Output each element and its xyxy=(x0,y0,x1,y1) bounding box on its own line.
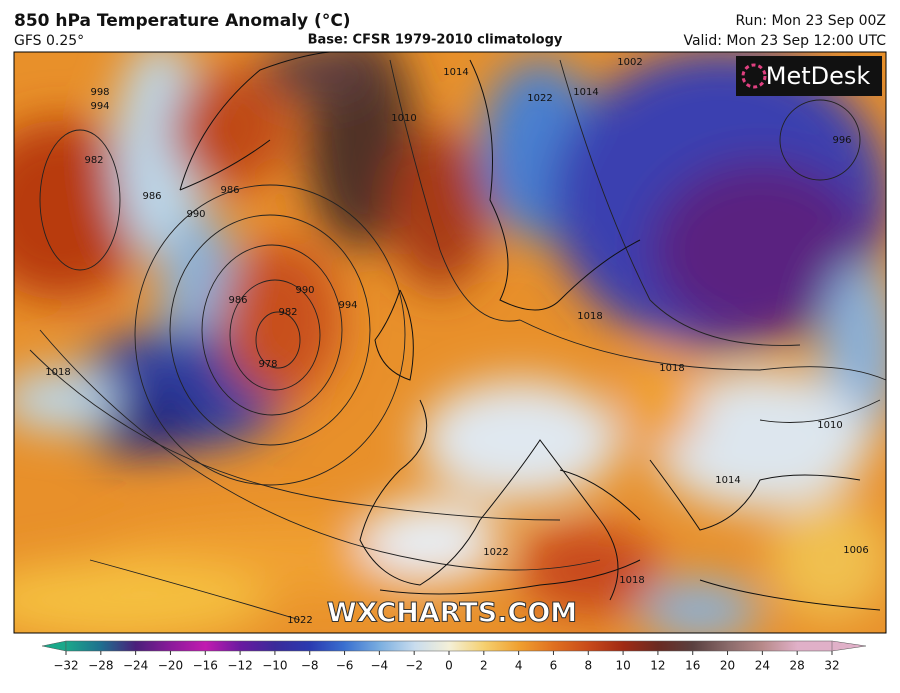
colorbar-segment xyxy=(309,641,346,651)
colorbar-segment xyxy=(379,641,415,651)
colorbar-tick-label: 4 xyxy=(515,659,523,673)
colorbar-segment xyxy=(240,641,276,651)
contour-label: 994 xyxy=(90,101,109,112)
colorbar-tick-label: 16 xyxy=(685,659,700,673)
colorbar-tick-label: 2 xyxy=(480,659,488,673)
contour-labels: 998 994 982 986 990 986 990 994 982 978 986 1018 101… xyxy=(45,57,868,626)
colorbar-tick-label: 12 xyxy=(650,659,665,673)
contour-label: 1018 xyxy=(45,367,70,378)
contour-label: 1018 xyxy=(659,363,684,374)
contour-label: 982 xyxy=(278,307,297,318)
contour-label: 990 xyxy=(295,285,314,296)
colorbar-tick-label: 20 xyxy=(720,659,735,673)
contour-label: 1014 xyxy=(443,67,468,78)
colorbar-segment xyxy=(205,641,241,651)
colorbar-tick-label: −20 xyxy=(158,659,183,673)
model: GFS 0.25° xyxy=(14,33,84,49)
colorbar-tick-label: 24 xyxy=(755,659,770,673)
colorbar-tick-label: 10 xyxy=(615,659,630,673)
contour-label: 1010 xyxy=(391,113,416,124)
contour-label: 1014 xyxy=(715,475,740,486)
colorbar-segment xyxy=(66,641,102,651)
map: 998 994 982 986 990 986 990 994 982 978 986 1018 101… xyxy=(14,52,886,633)
colorbar-tick-label: 32 xyxy=(824,659,839,673)
colorbar-segment xyxy=(274,641,311,651)
colorbar-segment xyxy=(553,641,589,651)
contour-label: 986 xyxy=(142,191,161,202)
colorbar-segment xyxy=(483,641,520,651)
colorbar-tick-label: −12 xyxy=(227,659,252,673)
isobars xyxy=(29,59,886,621)
colorbar-tick-label: −28 xyxy=(88,659,113,673)
contour-label: 986 xyxy=(220,185,239,196)
colorbar-segment xyxy=(588,641,624,651)
run: Run: Mon 23 Sep 00Z xyxy=(736,13,887,29)
anomaly-field xyxy=(14,52,886,633)
colorbar-low-end xyxy=(41,640,67,652)
contour-label: 1018 xyxy=(619,575,644,586)
watermark: WXCHARTS.COM xyxy=(327,598,577,629)
contour-label: 1018 xyxy=(577,311,602,322)
colorbar: −32 −28 −24 −20 −16 −12 −10 −8 −6 −4 −2 0 2 4 6 8 10 12 16… xyxy=(41,640,867,673)
colorbar-tick-label: 8 xyxy=(584,659,592,673)
colorbar-segment xyxy=(135,641,171,651)
coastlines xyxy=(179,52,881,611)
map-frame xyxy=(13,51,887,634)
colorbar-tick-label: −6 xyxy=(336,659,354,673)
colorbar-tick-label: 0 xyxy=(445,659,453,673)
contour-label: 998 xyxy=(90,87,109,98)
contour-label: 978 xyxy=(258,359,277,370)
contour-label: 994 xyxy=(338,300,357,311)
valid: Valid: Mon 23 Sep 12:00 UTC xyxy=(683,33,886,49)
colorbar-segment xyxy=(692,641,729,651)
colorbar-tick-label: −32 xyxy=(53,659,78,673)
logo-box xyxy=(736,56,882,96)
colorbar-segment xyxy=(518,641,554,651)
colorbar-tick-label: −24 xyxy=(123,659,148,673)
contour-label: 1006 xyxy=(843,545,868,556)
contour-label: 1002 xyxy=(617,57,642,68)
contour-label: 1010 xyxy=(817,420,842,431)
contour-label: 982 xyxy=(84,155,103,166)
logo: MetDesk xyxy=(766,62,871,90)
colorbar-tick-label: −2 xyxy=(405,659,423,673)
colorbar-tick-label: −16 xyxy=(193,659,218,673)
colorbar-segment xyxy=(762,641,798,651)
colorbar-segment xyxy=(797,641,833,651)
colorbar-segment xyxy=(657,641,694,651)
logo-icon xyxy=(741,63,767,89)
colorbar-tick-label: −10 xyxy=(262,659,287,673)
title: 850 hPa Temperature Anomaly (°C) xyxy=(14,11,351,31)
contour-label: 1022 xyxy=(287,615,312,626)
contour-label: 986 xyxy=(228,295,247,306)
contour-label: 1022 xyxy=(527,93,552,104)
contour-label: 1014 xyxy=(573,87,598,98)
colorbar-segment xyxy=(727,641,763,651)
colorbar-segment xyxy=(623,641,659,651)
colorbar-segment xyxy=(170,641,206,651)
colorbar-tick-label: 28 xyxy=(790,659,805,673)
contour-label: 1022 xyxy=(483,547,508,558)
colorbar-segment xyxy=(100,641,137,651)
colorbar-high-end xyxy=(831,640,867,652)
colorbar-segment xyxy=(449,641,485,651)
colorbar-segment xyxy=(414,641,450,651)
colorbar-tick-label: −8 xyxy=(301,659,319,673)
colorbar-tick-label: −4 xyxy=(371,659,389,673)
contour-label: 996 xyxy=(832,135,851,146)
colorbar-segment xyxy=(344,641,380,651)
contour-label: 990 xyxy=(186,209,205,220)
colorbar-tick-label: 6 xyxy=(550,659,558,673)
base: Base: CFSR 1979-2010 climatology xyxy=(308,33,563,48)
